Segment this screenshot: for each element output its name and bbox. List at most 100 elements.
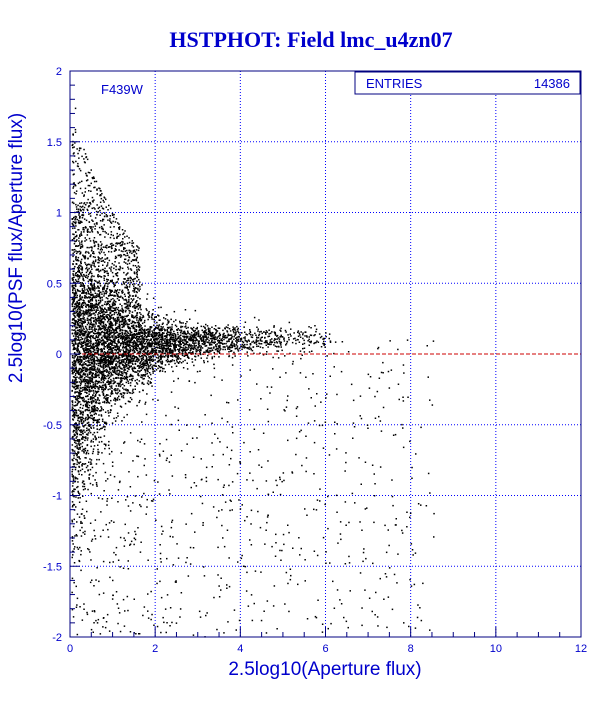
data-point bbox=[71, 319, 74, 321]
data-point bbox=[317, 341, 320, 343]
data-point bbox=[206, 333, 209, 336]
data-point bbox=[218, 332, 221, 335]
data-point bbox=[87, 421, 90, 424]
data-point bbox=[106, 316, 108, 318]
data-point bbox=[93, 309, 95, 311]
data-point bbox=[71, 501, 74, 503]
data-point bbox=[187, 332, 189, 335]
data-point bbox=[101, 325, 103, 327]
data-point bbox=[79, 362, 81, 364]
data-point bbox=[237, 327, 239, 330]
data-point bbox=[83, 340, 85, 343]
data-point bbox=[228, 345, 231, 347]
data-point bbox=[83, 380, 86, 383]
data-point bbox=[147, 380, 150, 382]
data-point bbox=[111, 342, 114, 344]
data-point bbox=[95, 299, 97, 301]
data-point bbox=[90, 461, 92, 463]
data-point bbox=[78, 394, 80, 396]
data-point bbox=[103, 370, 105, 373]
data-point bbox=[234, 334, 236, 336]
data-point bbox=[133, 347, 136, 350]
data-point bbox=[137, 320, 140, 322]
data-point bbox=[155, 342, 157, 344]
data-point bbox=[84, 354, 86, 357]
data-point bbox=[308, 338, 310, 341]
data-point bbox=[111, 374, 114, 376]
data-point bbox=[138, 338, 140, 341]
data-point bbox=[75, 303, 77, 306]
data-point bbox=[169, 340, 172, 343]
data-point bbox=[130, 360, 132, 363]
data-point bbox=[97, 303, 100, 306]
data-point bbox=[259, 346, 262, 348]
data-point bbox=[248, 346, 251, 348]
data-point bbox=[113, 320, 115, 322]
data-point bbox=[141, 340, 144, 342]
data-point bbox=[104, 342, 106, 344]
data-point bbox=[235, 333, 237, 336]
data-point bbox=[136, 332, 138, 335]
data-point bbox=[85, 293, 88, 295]
data-point bbox=[90, 304, 92, 306]
data-point bbox=[103, 345, 105, 347]
data-point bbox=[98, 321, 100, 323]
data-point bbox=[76, 347, 79, 349]
data-point bbox=[103, 316, 106, 318]
data-point bbox=[80, 305, 82, 307]
data-point bbox=[77, 451, 80, 453]
data-point bbox=[186, 362, 188, 364]
data-point bbox=[95, 302, 97, 305]
data-point bbox=[208, 351, 211, 353]
data-point bbox=[105, 282, 108, 284]
data-point bbox=[80, 283, 82, 286]
data-point bbox=[124, 372, 126, 374]
data-point bbox=[90, 361, 92, 363]
data-point bbox=[160, 362, 163, 365]
data-point bbox=[103, 357, 105, 360]
data-point bbox=[153, 349, 156, 352]
data-point bbox=[119, 265, 121, 268]
data-point bbox=[259, 343, 261, 345]
data-point bbox=[106, 360, 108, 362]
data-point bbox=[163, 342, 165, 345]
data-point bbox=[79, 208, 82, 211]
data-point bbox=[98, 380, 100, 383]
data-point bbox=[95, 356, 98, 358]
data-point bbox=[262, 354, 265, 356]
data-point bbox=[223, 332, 225, 335]
data-point bbox=[82, 436, 84, 439]
data-point bbox=[77, 323, 80, 325]
data-point bbox=[118, 335, 121, 337]
data-point bbox=[73, 343, 75, 345]
data-point bbox=[143, 354, 146, 357]
data-point bbox=[160, 345, 163, 347]
data-point bbox=[81, 398, 83, 400]
data-point bbox=[289, 333, 291, 335]
data-point bbox=[157, 354, 159, 356]
data-point bbox=[118, 395, 120, 398]
data-point bbox=[164, 364, 167, 366]
data-point bbox=[91, 365, 93, 367]
data-point bbox=[72, 146, 74, 149]
data-point bbox=[83, 388, 86, 390]
data-point bbox=[138, 354, 140, 357]
data-point bbox=[213, 355, 216, 358]
data-point bbox=[179, 320, 181, 323]
data-point bbox=[84, 418, 86, 420]
data-point bbox=[108, 325, 110, 328]
data-point bbox=[83, 301, 85, 304]
data-point bbox=[135, 324, 137, 327]
data-point bbox=[83, 448, 86, 450]
data-point bbox=[75, 379, 77, 381]
data-point bbox=[209, 331, 212, 334]
data-point bbox=[132, 352, 134, 355]
data-point bbox=[77, 349, 79, 352]
data-point bbox=[121, 377, 123, 380]
data-point bbox=[320, 335, 323, 338]
data-point bbox=[230, 350, 233, 352]
data-point bbox=[143, 374, 145, 376]
data-point bbox=[73, 292, 75, 295]
data-point bbox=[83, 351, 86, 353]
data-point bbox=[84, 488, 86, 490]
